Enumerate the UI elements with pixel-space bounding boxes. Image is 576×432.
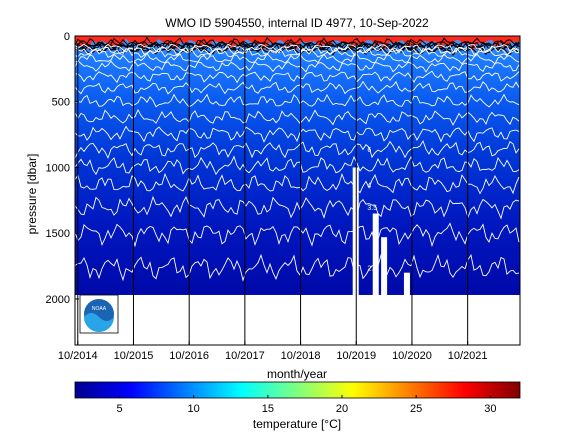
data-gap xyxy=(372,213,379,299)
x-tick-label: 10/2014 xyxy=(58,350,98,362)
y-tick-label: 1500 xyxy=(46,228,70,240)
y-tick-label: 500 xyxy=(52,97,70,109)
colorbar-tick-label: 30 xyxy=(484,403,496,415)
isotherm-line xyxy=(75,253,520,282)
contour-labels: 6 4 3.5 2.5 xyxy=(367,147,377,272)
colorbar-tick-label: 15 xyxy=(262,403,274,415)
isotherm-line xyxy=(75,46,520,58)
x-tick-label: 10/2020 xyxy=(392,350,432,362)
y-tick-label: 2000 xyxy=(46,294,70,306)
isotherm-line xyxy=(75,93,520,108)
isotherm-line xyxy=(75,172,520,195)
y-axis: 0 500 1000 1500 2000 xyxy=(46,31,79,306)
y-tick-label: 0 xyxy=(64,31,70,43)
colorbar-tick-label: 25 xyxy=(410,403,422,415)
isotherm-line xyxy=(75,60,520,73)
isotherm-line xyxy=(75,125,520,143)
data-gap xyxy=(352,167,359,299)
isotherm-line xyxy=(75,43,520,54)
colorbar xyxy=(74,381,521,399)
contour-label: 2.5 xyxy=(367,265,377,272)
isotherm-line xyxy=(75,155,520,176)
plot-frame xyxy=(74,35,521,346)
x-axis-label: month/year xyxy=(267,367,327,381)
isotherm-line xyxy=(75,80,520,95)
isotherm-line xyxy=(75,108,520,126)
contour-label: 4 xyxy=(367,183,371,190)
plot-area: 6 4 3.5 2.5 xyxy=(75,36,520,345)
isotherm-line xyxy=(75,52,520,65)
x-tick-label: 10/2017 xyxy=(225,350,265,362)
x-axis: 10/2014 10/2015 10/2016 10/2017 10/2018 10/20… xyxy=(58,341,488,362)
chart-title: WMO ID 5904550, internal ID 4977, 10-Sep… xyxy=(165,16,429,30)
colorbar-tick-label: 5 xyxy=(116,403,122,415)
isotherm-line xyxy=(75,70,520,84)
below-data-area xyxy=(75,294,520,345)
thermocline-line xyxy=(75,36,520,49)
noaa-logo: NOAA xyxy=(79,294,119,334)
colorbar-tick-label: 10 xyxy=(188,403,200,415)
isotherm-contours xyxy=(75,43,520,282)
data-gap xyxy=(403,272,410,299)
isotherm-line xyxy=(75,195,520,220)
colorbar-tick-label: 20 xyxy=(336,403,348,415)
contour-label: 6 xyxy=(367,147,371,154)
data-gap xyxy=(381,237,388,299)
x-tick-label: 10/2016 xyxy=(169,350,209,362)
colorbar-label: temperature [°C] xyxy=(253,417,341,431)
noaa-logo-text: NOAA xyxy=(92,306,107,312)
isotherm-line xyxy=(75,222,520,248)
year-gridlines xyxy=(77,43,469,345)
contour-label: 3.5 xyxy=(367,205,377,212)
x-tick-label: 10/2021 xyxy=(448,350,488,362)
x-tick-label: 10/2018 xyxy=(281,350,321,362)
data-gaps xyxy=(75,167,520,345)
x-tick-label: 10/2015 xyxy=(114,350,154,362)
x-tick-label: 10/2019 xyxy=(336,350,376,362)
y-axis-label: pressure [dbar] xyxy=(25,154,39,235)
isotherm-line xyxy=(75,139,520,160)
y-tick-label: 1000 xyxy=(46,162,70,174)
colorbar-ticks: 5 10 15 20 25 30 xyxy=(116,395,496,415)
